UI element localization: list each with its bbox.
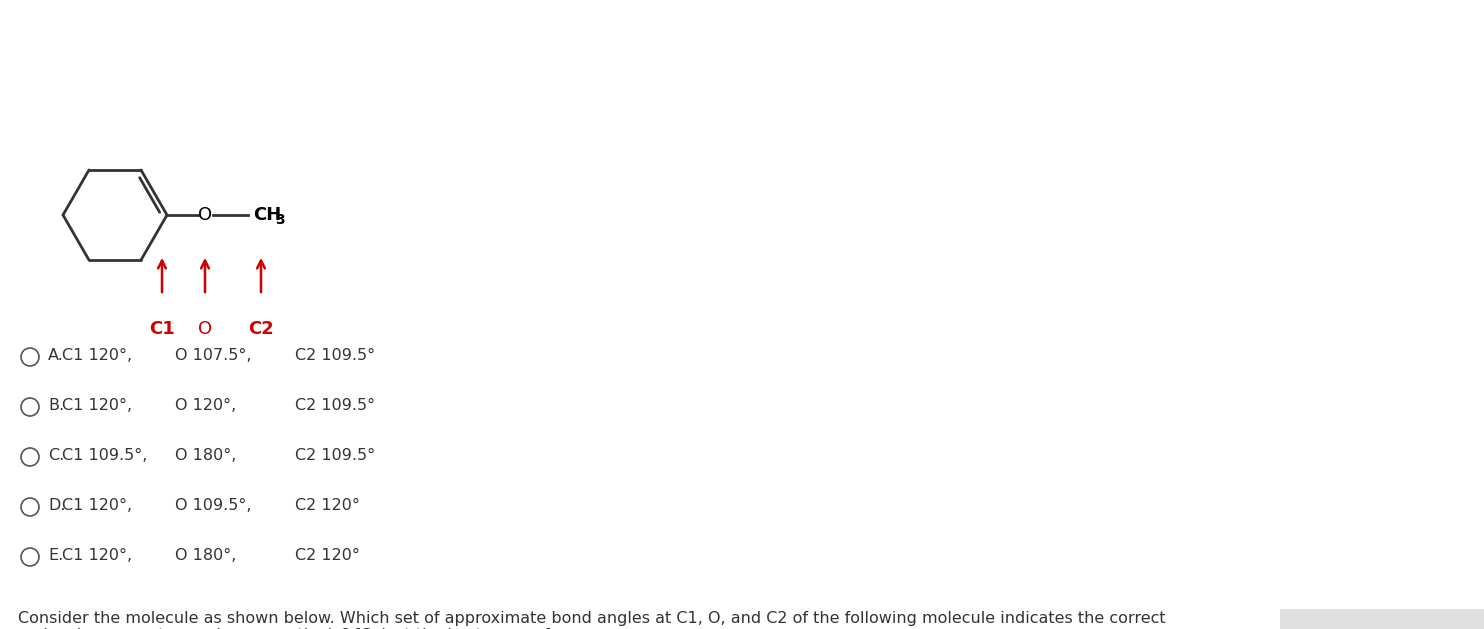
Text: C2 109.5°: C2 109.5° bbox=[295, 347, 375, 362]
Text: C1 109.5°,: C1 109.5°, bbox=[62, 447, 147, 462]
Text: Consider the molecule as shown below. Which set of approximate bond angles at C1: Consider the molecule as shown below. Wh… bbox=[18, 611, 1165, 629]
Text: 3: 3 bbox=[275, 213, 285, 227]
Text: E.: E. bbox=[47, 547, 64, 562]
Text: CH: CH bbox=[252, 206, 282, 224]
Text: O 109.5°,: O 109.5°, bbox=[175, 498, 251, 513]
Text: C2 109.5°: C2 109.5° bbox=[295, 398, 375, 413]
Text: O: O bbox=[197, 206, 212, 224]
Text: O 180°,: O 180°, bbox=[175, 547, 236, 562]
Text: C2 120°: C2 120° bbox=[295, 547, 361, 562]
Text: D.: D. bbox=[47, 498, 65, 513]
Text: C.: C. bbox=[47, 447, 64, 462]
Text: C1: C1 bbox=[148, 320, 175, 338]
Text: A.: A. bbox=[47, 347, 64, 362]
Bar bbox=[1281, 609, 1484, 629]
Text: O 107.5°,: O 107.5°, bbox=[175, 347, 251, 362]
Text: O 180°,: O 180°, bbox=[175, 447, 236, 462]
Text: C1 120°,: C1 120°, bbox=[62, 347, 132, 362]
Text: C2: C2 bbox=[248, 320, 275, 338]
Text: C2 109.5°: C2 109.5° bbox=[295, 447, 375, 462]
Text: C1 120°,: C1 120°, bbox=[62, 398, 132, 413]
Text: C2 120°: C2 120° bbox=[295, 498, 361, 513]
Text: O 120°,: O 120°, bbox=[175, 398, 236, 413]
Text: C1 120°,: C1 120°, bbox=[62, 547, 132, 562]
Text: B.: B. bbox=[47, 398, 64, 413]
Text: C1 120°,: C1 120°, bbox=[62, 498, 132, 513]
Text: O: O bbox=[197, 320, 212, 338]
